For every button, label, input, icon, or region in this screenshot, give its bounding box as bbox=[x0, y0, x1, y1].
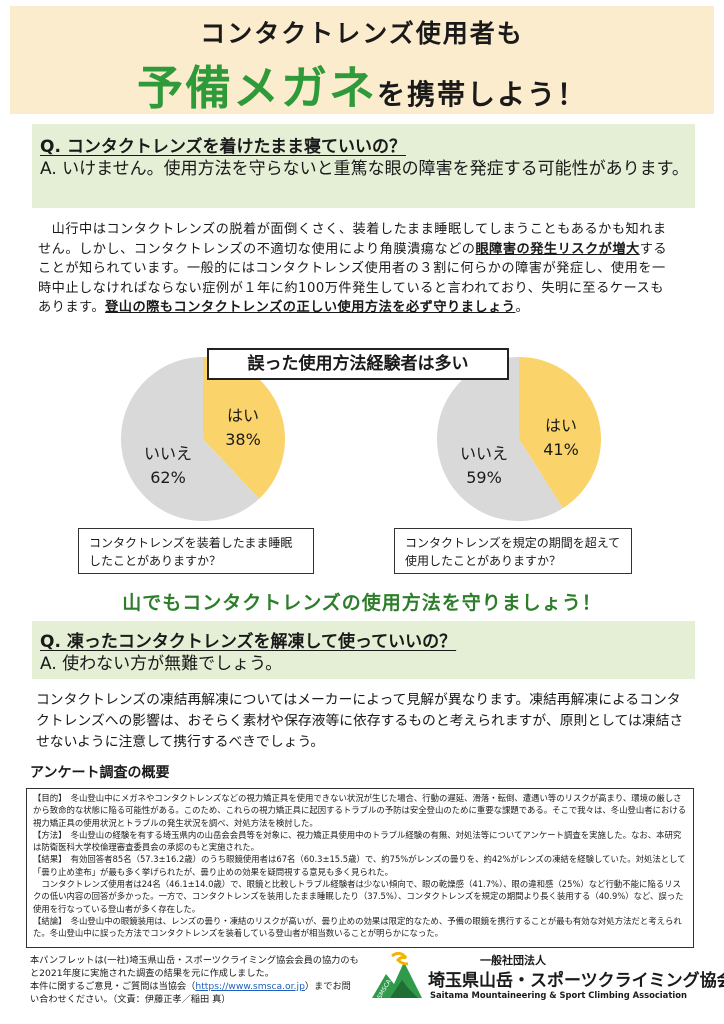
green-heading: 山でもコンタクトレンズの使用方法を守りましょう！ bbox=[122, 592, 602, 614]
title-line1: コンタクトレンズ使用者も bbox=[200, 19, 524, 48]
question-sleep: Q. コンタクトレンズを着けたまま寝ていいの？ bbox=[40, 137, 406, 157]
intro-paragraph: 山行中はコンタクトレンズの脱着が面倒くさく、装着したまま睡眠してしまうこともある… bbox=[38, 220, 670, 318]
chart-section-title: 誤った使用方法経験者は多い bbox=[207, 348, 509, 380]
pie-period-yes-name: はい bbox=[544, 416, 577, 435]
pie-period-no-value: 59% bbox=[466, 468, 502, 487]
footer-url-link[interactable]: https://www.smsca.or.jp bbox=[195, 981, 305, 992]
intro-emphasis-1: 眼障害の発生リスクが増大 bbox=[475, 241, 640, 257]
survey-box: 【目的】 冬山登山中にメガネやコンタクトレンズなどの視力矯正具を使用できない状況… bbox=[26, 788, 694, 948]
footer-line1: 本パンフレットは(一社)埼玉県山岳・スポーツクライミング協会会員の協力のもと20… bbox=[30, 955, 359, 979]
title-line2: 予備メガネを携帯しよう！ bbox=[10, 52, 714, 118]
title-highlight: 予備メガネ bbox=[136, 61, 377, 115]
org-name: 埼玉県山岳・スポーツクライミング協会 bbox=[428, 971, 724, 991]
intro-text-1: 山行中はコンタクトレンズの脱着が面倒くさく、装着したまま睡眠してしまうこともある… bbox=[38, 222, 667, 257]
pie-period-no-name: いいえ bbox=[459, 444, 508, 463]
association-logo-icon: SMSCA bbox=[372, 951, 422, 998]
frozen-paragraph: コンタクトレンズの凍結再解凍についてはメーカーによって見解が異なります。凍結再解… bbox=[36, 692, 684, 750]
intro-text-end: 。 bbox=[515, 300, 530, 316]
pie-sleep-slice-yes bbox=[203, 357, 285, 499]
qa-box-frozen: Q. 凍ったコンタクトレンズを解凍して使っていいの？ A. 使わない方が無難でし… bbox=[32, 621, 695, 679]
intro-emphasis-2: 登山の際もコンタクトレンズの正しい使用方法を必ず守りましょう bbox=[105, 300, 516, 316]
survey-result-1: 【結果】 有効回答者85名（57.3±16.2歳）のうち眼鏡使用者は67名（60… bbox=[33, 854, 686, 877]
question-frozen: Q. 凍ったコンタクトレンズを解凍して使っていいの？ bbox=[40, 632, 457, 652]
intro-text-2: することが知られています。一般的にはコンタクトレンズ使用者の３割に何らかの障害が… bbox=[38, 241, 668, 316]
pie-period-no-label: いいえ 59% bbox=[444, 442, 524, 490]
survey-purpose: 【目的】 冬山登山中にメガネやコンタクトレンズなどの視力矯正具を使用できない状況… bbox=[33, 793, 687, 828]
footer-contact-prefix: 本件に関するご意見・ご質問は当協会（ bbox=[30, 981, 196, 992]
footer-line2: 本件に関するご意見・ご質問は当協会（https://www.smsca.or.j… bbox=[30, 980, 360, 1006]
title-banner: コンタクトレンズ使用者も 予備メガネを携帯しよう！ bbox=[10, 6, 714, 115]
survey-heading: アンケート調査の概要 bbox=[30, 765, 170, 781]
answer-sleep: A. いけません。使用方法を守らないと重篤な眼の障害を発症する可能性があります。 bbox=[40, 159, 689, 179]
title-rest: を携帯しよう！ bbox=[376, 78, 587, 111]
pie-period-yes-value: 41% bbox=[543, 440, 579, 459]
pie-sleep-yes-name: はい bbox=[226, 406, 259, 425]
pie-caption-period: コンタクトレンズを規定の期間を超えて使用したことがありますか？ bbox=[394, 528, 632, 574]
pie-sleep-no-name: いいえ bbox=[143, 444, 192, 463]
pie-sleep-no-label: いいえ 62% bbox=[128, 442, 208, 490]
pie-sleep-yes-label: はい 38% bbox=[212, 404, 274, 452]
org-name-english: Saitama Mountaineering & Sport Climbing … bbox=[430, 990, 687, 1000]
pie-sleep-slice-no bbox=[120, 357, 260, 521]
answer-frozen: A. 使わない方が無難でしょう。 bbox=[40, 654, 283, 674]
pie-period-slice-no bbox=[436, 357, 563, 521]
qa-box-sleep: Q. コンタクトレンズを着けたまま寝ていいの？ A. いけません。使用方法を守ら… bbox=[32, 124, 695, 208]
pie-caption-sleep: コンタクトレンズを装着したまま睡眠したことがありますか？ bbox=[78, 528, 314, 574]
pie-chart-period bbox=[436, 357, 601, 521]
survey-method: 【方法】 冬山登山の経験を有する埼玉県内の山岳会会員等を対象に、視力矯正具使用中… bbox=[33, 829, 682, 853]
survey-conclusion: 【結論】 冬山登山中の眼鏡装用は、レンズの曇り・凍結のリスクが高いが、曇り止めの… bbox=[33, 915, 682, 939]
pie-period-slice-yes bbox=[519, 357, 601, 509]
pie-sleep-no-value: 62% bbox=[150, 468, 186, 487]
pie-sleep-yes-value: 38% bbox=[225, 430, 261, 449]
footer-note: 本パンフレットは(一社)埼玉県山岳・スポーツクライミング協会会員の協力のもと20… bbox=[30, 954, 360, 1006]
pie-chart-sleep bbox=[120, 357, 285, 521]
footer-contact-suffix: ）までお問い合わせください。（文責：伊藤正孝／稲田 真） bbox=[30, 981, 351, 1005]
org-type: 一般社団法人 bbox=[480, 954, 546, 967]
survey-result-2: コンタクトレンズ使用者は24名（46.1±14.0歳）で、眼鏡と比較しトラブル経… bbox=[33, 879, 684, 914]
pie-period-yes-label: はい 41% bbox=[530, 414, 592, 462]
